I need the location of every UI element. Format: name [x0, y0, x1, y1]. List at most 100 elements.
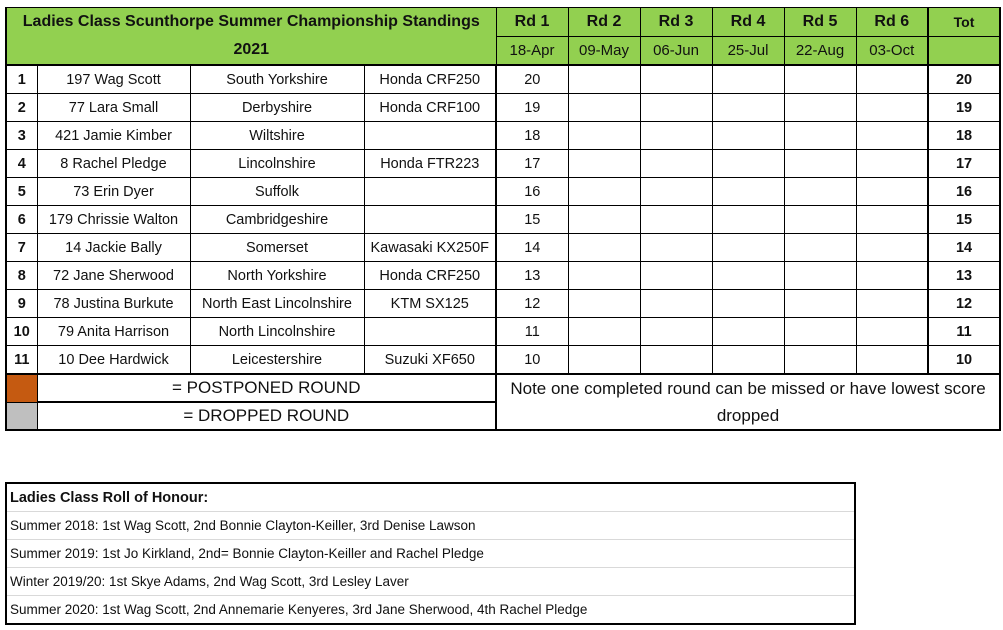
- round-score: [567, 121, 641, 150]
- round-score: 11: [495, 317, 569, 346]
- round-score: [855, 233, 929, 262]
- round-score: [783, 64, 857, 94]
- round-score: [567, 233, 641, 262]
- total-score: 10: [927, 345, 1002, 375]
- round-score: [855, 205, 929, 234]
- bike: Honda CRF250: [363, 261, 497, 290]
- total-score: 15: [927, 205, 1002, 234]
- round-score: [855, 261, 929, 290]
- bike: Honda CRF100: [363, 93, 497, 122]
- round-score: [783, 289, 857, 318]
- table-row: 2 77 Lara Small Derbyshire Honda CRF100 19 19: [5, 93, 1002, 122]
- rider-name: 8 Rachel Pledge: [36, 149, 191, 178]
- county: North Lincolnshire: [189, 317, 365, 346]
- rider-name: 73 Erin Dyer: [36, 177, 191, 206]
- round-score: [855, 149, 929, 178]
- bike: [363, 205, 497, 234]
- round-score: [783, 317, 857, 346]
- round-score: [639, 233, 713, 262]
- position: 6: [5, 205, 38, 234]
- bike: KTM SX125: [363, 289, 497, 318]
- honour-row: Summer 2019: 1st Jo Kirkland, 2nd= Bonni…: [6, 539, 855, 568]
- round-score: [567, 149, 641, 178]
- round-score: [639, 261, 713, 290]
- round-label: Rd 4: [711, 7, 785, 37]
- county: Wiltshire: [189, 121, 365, 150]
- round-score: [567, 289, 641, 318]
- bike: [363, 177, 497, 206]
- bike: Suzuki XF650: [363, 345, 497, 375]
- legend-row-dropped: = DROPPED ROUND: [5, 401, 1000, 431]
- round-score: [711, 261, 785, 290]
- position: 4: [5, 149, 38, 178]
- position: 2: [5, 93, 38, 122]
- round-score: [711, 64, 785, 94]
- round-score: [639, 289, 713, 318]
- round-score: [711, 205, 785, 234]
- round-score: [783, 345, 857, 375]
- round-label: Rd 5: [783, 7, 857, 37]
- postponed-swatch: [5, 373, 38, 403]
- rider-name: 72 Jane Sherwood: [36, 261, 191, 290]
- honour-row: Summer 2020: 1st Wag Scott, 2nd Annemari…: [6, 595, 855, 625]
- round-score: [567, 205, 641, 234]
- total-score: 14: [927, 233, 1002, 262]
- round-score: 13: [495, 261, 569, 290]
- round-score: 15: [495, 205, 569, 234]
- rider-name: 10 Dee Hardwick: [36, 345, 191, 375]
- dropped-label: = DROPPED ROUND: [36, 401, 497, 431]
- round-score: [855, 64, 929, 94]
- round-date: 06-Jun: [639, 36, 713, 66]
- round-score: [567, 177, 641, 206]
- bike: Honda FTR223: [363, 149, 497, 178]
- county: Suffolk: [189, 177, 365, 206]
- honour-row: Winter 2019/20: 1st Skye Adams, 2nd Wag …: [6, 567, 855, 596]
- table-row: 10 79 Anita Harrison North Lincolnshire 11 1…: [5, 317, 1002, 346]
- total-score: 18: [927, 121, 1002, 150]
- round-score: [855, 93, 929, 122]
- county: Derbyshire: [189, 93, 365, 122]
- round-score: [639, 205, 713, 234]
- round-date: 25-Jul: [711, 36, 785, 66]
- total-score: 19: [927, 93, 1002, 122]
- total-score: 17: [927, 149, 1002, 178]
- position: 7: [5, 233, 38, 262]
- bike: [363, 317, 497, 346]
- county: South Yorkshire: [189, 64, 365, 94]
- round-score: [567, 93, 641, 122]
- round-score: [855, 289, 929, 318]
- round-score: [567, 317, 641, 346]
- round-score: [711, 317, 785, 346]
- round-date: 22-Aug: [783, 36, 857, 66]
- round-score: [783, 177, 857, 206]
- dropped-swatch: [5, 401, 38, 431]
- round-score: 20: [495, 64, 569, 94]
- round-date: 03-Oct: [855, 36, 929, 66]
- round-score: [711, 177, 785, 206]
- legend-row-postponed: = POSTPONED ROUND Note one completed roun…: [5, 373, 1002, 431]
- round-score: [783, 205, 857, 234]
- standings-table: Ladies Class Scunthorpe Summer Champions…: [4, 7, 1002, 431]
- honour-entry: Winter 2019/20: 1st Skye Adams, 2nd Wag …: [6, 567, 855, 596]
- round-score: 14: [495, 233, 569, 262]
- round-date: 09-May: [567, 36, 641, 66]
- table-row: 3 421 Jamie Kimber Wiltshire 18 18: [5, 121, 1002, 150]
- round-score: [567, 261, 641, 290]
- round-score: [711, 121, 785, 150]
- round-score: [783, 121, 857, 150]
- round-score: 12: [495, 289, 569, 318]
- round-score: 10: [495, 345, 569, 375]
- honour-row: Summer 2018: 1st Wag Scott, 2nd Bonnie C…: [6, 511, 855, 540]
- round-label: Rd 6: [855, 7, 929, 37]
- round-score: [639, 64, 713, 94]
- bike: Honda CRF250: [363, 64, 497, 94]
- round-score: 16: [495, 177, 569, 206]
- table-row: 8 72 Jane Sherwood North Yorkshire Honda CR…: [5, 261, 1002, 290]
- county: Somerset: [189, 233, 365, 262]
- round-label: Rd 1: [495, 7, 569, 37]
- round-label: Rd 3: [639, 7, 713, 37]
- rider-name: 179 Chrissie Walton: [36, 205, 191, 234]
- rider-name: 78 Justina Burkute: [36, 289, 191, 318]
- bike: Kawasaki KX250F: [363, 233, 497, 262]
